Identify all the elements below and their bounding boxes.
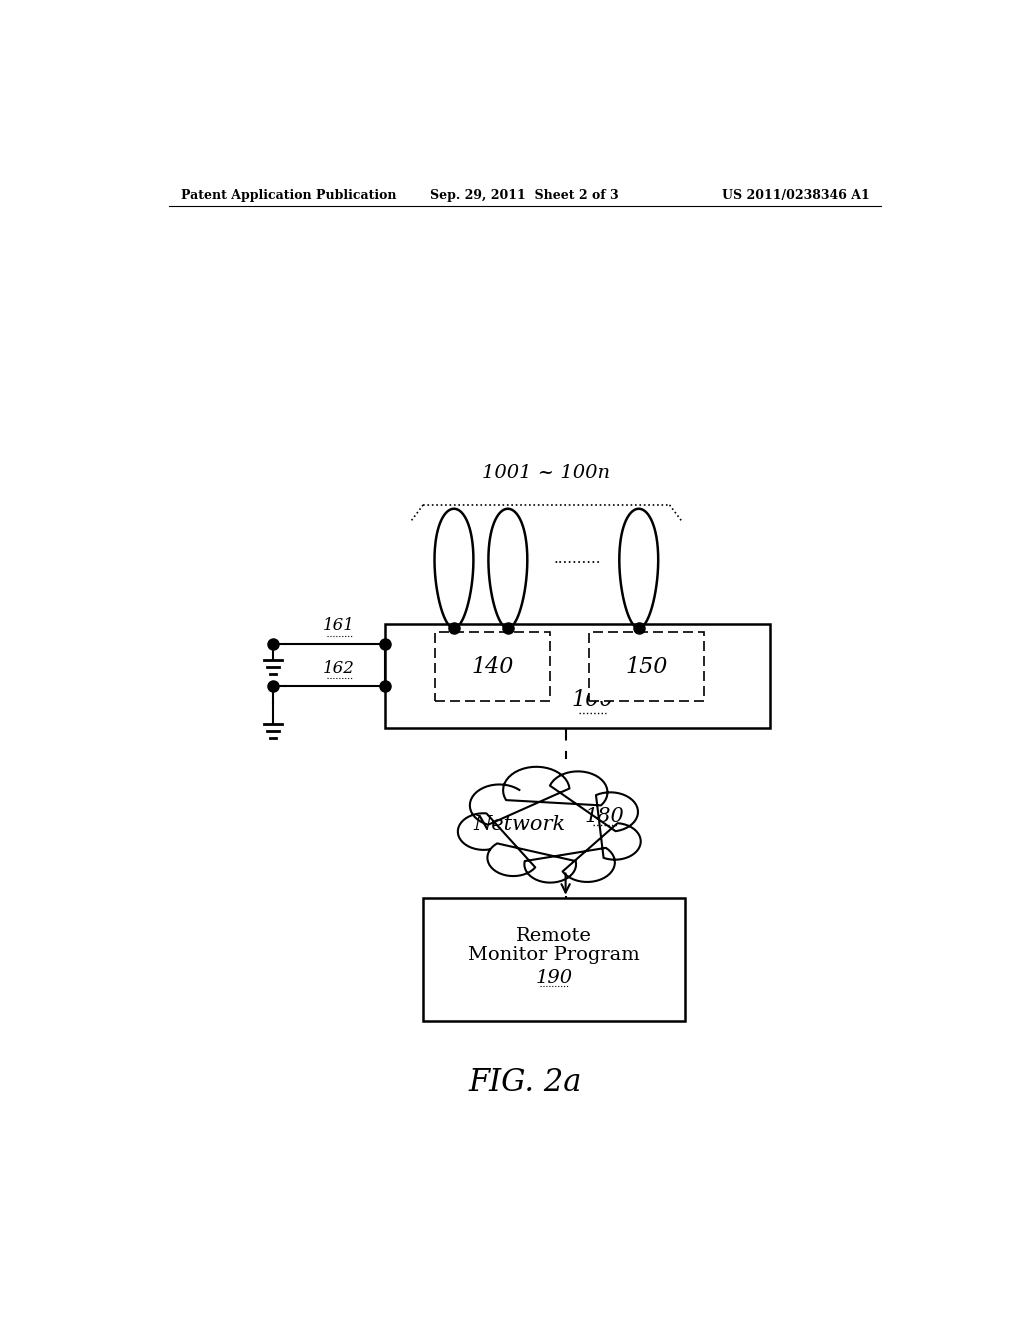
Text: US 2011/0238346 A1: US 2011/0238346 A1 xyxy=(722,189,869,202)
Text: Sep. 29, 2011  Sheet 2 of 3: Sep. 29, 2011 Sheet 2 of 3 xyxy=(430,189,620,202)
Text: Monitor Program: Monitor Program xyxy=(468,946,640,965)
Text: 100: 100 xyxy=(571,689,613,711)
Bar xyxy=(385,624,770,729)
Bar xyxy=(423,898,685,1020)
Text: 161: 161 xyxy=(323,618,354,635)
Text: 190: 190 xyxy=(536,969,572,987)
Bar xyxy=(435,632,550,701)
Text: Remote: Remote xyxy=(516,927,592,945)
Text: ..........: .......... xyxy=(553,552,601,566)
Text: Patent Application Publication: Patent Application Publication xyxy=(180,189,396,202)
Text: 150: 150 xyxy=(626,656,668,677)
Text: 140: 140 xyxy=(471,656,514,677)
Bar xyxy=(589,632,705,701)
Text: 162: 162 xyxy=(323,660,354,677)
Text: 1001 ~ 100n: 1001 ~ 100n xyxy=(482,463,610,482)
Text: FIG. 2a: FIG. 2a xyxy=(468,1067,582,1098)
Text: Network: Network xyxy=(473,814,565,834)
Text: 180: 180 xyxy=(585,808,624,826)
